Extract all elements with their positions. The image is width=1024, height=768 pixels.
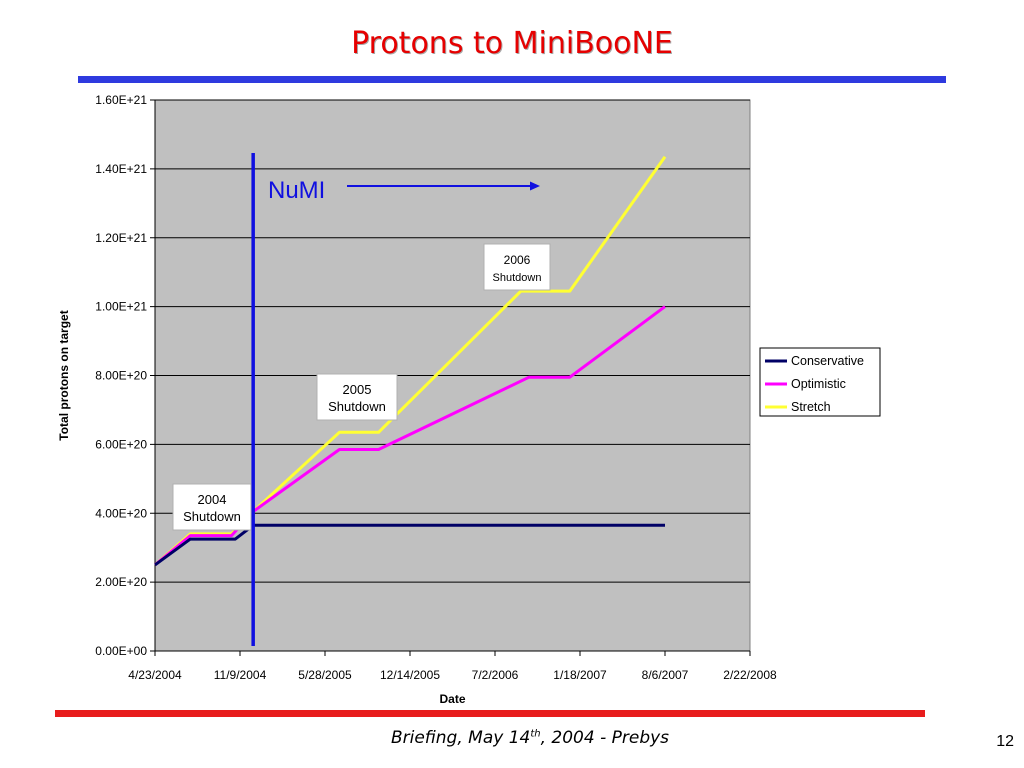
x-axis-title: Date <box>439 692 465 706</box>
footer-rule <box>55 710 925 717</box>
y-tick-label: 2.00E+20 <box>95 575 147 589</box>
footer-main: Briefing, May 14 <box>390 728 531 748</box>
x-tick-label: 5/28/2005 <box>298 668 352 682</box>
series-line-conservative <box>154 523 665 567</box>
shutdown_2006-label-box <box>483 243 551 291</box>
y-tick-label: 4.00E+20 <box>95 506 147 520</box>
y-tick-label: 1.60E+21 <box>95 93 147 107</box>
x-tick-label: 11/9/2004 <box>214 668 267 682</box>
shutdown_2004-label-box <box>172 483 252 531</box>
y-axis-title: Total protons on target <box>57 310 71 440</box>
y-tick-label: 1.40E+21 <box>95 162 147 176</box>
x-tick-label: 12/14/2005 <box>380 668 440 682</box>
shutdown_2006-text: Shutdown <box>493 272 542 284</box>
footer-tail: , 2004 - Prebys <box>540 728 670 748</box>
shutdown_2005-label-box <box>316 373 398 421</box>
shutdown_2005-text: Shutdown <box>328 399 386 414</box>
footer-superscript: th <box>530 728 541 740</box>
slide-number: 12 <box>996 733 1014 750</box>
series-line-optimistic <box>154 305 666 567</box>
title-underline <box>78 76 946 83</box>
y-tick-label: 1.00E+21 <box>95 300 147 314</box>
x-tick-label: 8/6/2007 <box>642 668 689 682</box>
x-tick-label: 4/23/2004 <box>128 668 182 682</box>
shutdown_2004-year: 2004 <box>198 492 227 507</box>
legend-label-stretch: Stretch <box>791 400 831 414</box>
footer-text: Briefing, May 14th, 2004 - Prebys <box>0 728 1024 748</box>
legend-label-conservative: Conservative <box>791 354 864 368</box>
y-tick-label: 0.00E+00 <box>95 644 147 658</box>
x-tick-label: 7/2/2006 <box>472 668 519 682</box>
legend-label-optimistic: Optimistic <box>791 377 846 391</box>
y-tick-label: 6.00E+20 <box>95 437 147 451</box>
numi-arrow-head <box>530 181 540 191</box>
y-tick-label: 8.00E+20 <box>95 369 147 383</box>
shutdown_2004-text: Shutdown <box>183 509 241 524</box>
slide-title: Protons to MiniBooNE <box>351 26 673 61</box>
shutdown_2005-year: 2005 <box>343 382 372 397</box>
x-tick-label: 1/18/2007 <box>553 668 607 682</box>
shutdown_2006-year: 2006 <box>504 253 531 267</box>
legend-box <box>759 347 881 417</box>
numi-label: NuMI <box>268 177 325 204</box>
y-tick-label: 1.20E+21 <box>95 231 147 245</box>
x-tick-label: 2/22/2008 <box>723 668 777 682</box>
series-line-stretch <box>154 155 667 567</box>
